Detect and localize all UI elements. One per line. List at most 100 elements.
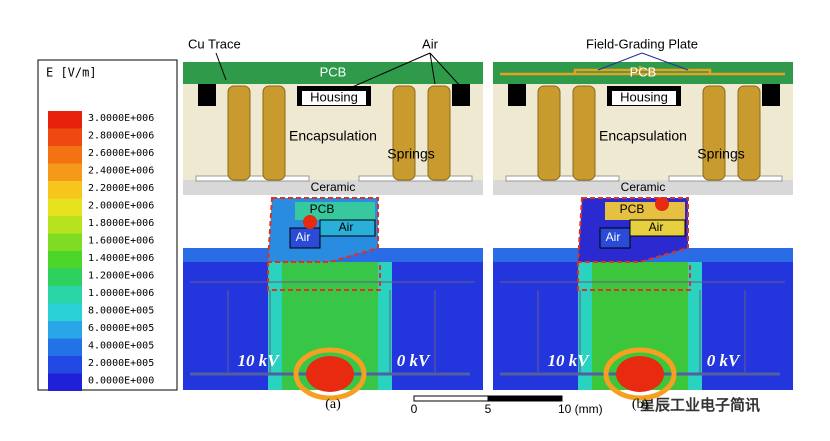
scale-label: 10 (mm): [558, 402, 603, 416]
legend-swatch: [48, 216, 82, 234]
legend-swatch: [48, 373, 82, 391]
inset-pcb-label: PCB: [310, 202, 335, 216]
field-hotspot: [293, 347, 367, 401]
encapsulation-label: Encapsulation: [289, 128, 377, 144]
scale-label: 5: [485, 402, 492, 416]
inset-hotspot: [303, 215, 317, 229]
pcb-label: PCB: [630, 64, 657, 79]
legend-swatch: [48, 111, 82, 129]
inset-air-label: Air: [339, 220, 354, 234]
field-outline: [500, 281, 785, 375]
inset-pcb: [605, 202, 685, 220]
spring: [537, 85, 561, 181]
inset-air-label: Air: [296, 230, 311, 244]
legend-swatch: [48, 163, 82, 181]
voltage-label: 0 kV: [397, 351, 431, 370]
spring: [227, 85, 251, 181]
field-hotspot: [306, 356, 354, 392]
encapsulation-label: Encapsulation: [599, 128, 687, 144]
electrode: [195, 175, 310, 182]
legend-swatch: [48, 338, 82, 356]
inset-hotspot: [655, 197, 669, 211]
inset-air: [599, 227, 631, 249]
spring: [427, 85, 451, 181]
legend-swatch: [48, 251, 82, 269]
legend-label: 6.0000E+005: [88, 323, 154, 334]
legend-label: 1.2000E+006: [88, 271, 154, 282]
spring: [737, 85, 761, 181]
pcb: [183, 62, 483, 84]
legend-label: 2.8000E+006: [88, 131, 154, 142]
legend-swatch: [48, 146, 82, 164]
legend-swatch: [48, 321, 82, 339]
springs-label: Springs: [387, 146, 434, 162]
annotation: Air: [422, 36, 439, 51]
legend-label: 2.4000E+006: [88, 166, 154, 177]
scale-bar: [487, 395, 563, 402]
scale-bar: [413, 395, 489, 402]
spring: [392, 85, 416, 181]
annotation: Field-Grading Plate: [586, 36, 698, 51]
housing-label: Housing: [310, 89, 358, 104]
spring: [262, 85, 286, 181]
electrode: [505, 175, 620, 182]
annotation-arrow: [349, 52, 463, 89]
legend-label: 2.0000E+005: [88, 358, 154, 369]
inset-air-label: Air: [649, 220, 664, 234]
legend-label: 4.0000E+005: [88, 341, 154, 352]
watermark: 星辰工业电子简讯: [640, 396, 760, 414]
annotation-arrow: [597, 52, 689, 71]
annotation-arrow: [215, 52, 227, 81]
field-hotspot: [616, 356, 664, 392]
legend-label: 1.8000E+006: [88, 218, 154, 229]
electrode: [358, 175, 473, 182]
legend-label: 1.4000E+006: [88, 253, 154, 264]
ceramic: [183, 180, 483, 195]
legend-swatch: [48, 233, 82, 251]
legend-label: 2.6000E+006: [88, 148, 154, 159]
legend-label: 0.0000E+000: [88, 376, 154, 387]
inset-air: [289, 227, 321, 249]
legend-label: 8.0000E+005: [88, 306, 154, 317]
legend-swatch: [48, 286, 82, 304]
voltage-label: 0 kV: [707, 351, 741, 370]
legend-label: 2.0000E+006: [88, 201, 154, 212]
legend-label: 1.0000E+006: [88, 288, 154, 299]
inset-air-label: Air: [606, 230, 621, 244]
voltage-label: 10 kV: [237, 351, 280, 370]
spring: [572, 85, 596, 181]
legend-swatch: [48, 268, 82, 286]
ceramic-label: Ceramic: [311, 180, 356, 194]
inset-pcb-label: PCB: [620, 202, 645, 216]
zoom-lines: [577, 262, 691, 291]
field-hotspot: [603, 347, 677, 401]
voltage-label: 10 kV: [547, 351, 590, 370]
spring: [702, 85, 726, 181]
ceramic: [493, 180, 793, 195]
legend-swatch: [48, 181, 82, 199]
legend-label: 1.6000E+006: [88, 236, 154, 247]
housing: [452, 84, 470, 106]
scale-label: 0: [411, 402, 418, 416]
housing: [508, 84, 526, 106]
field-outline: [190, 281, 475, 375]
housing-label-bg: [612, 91, 676, 105]
housing-label-bg: [302, 91, 366, 105]
inset-pcb: [295, 202, 375, 220]
ceramic-label: Ceramic: [621, 180, 666, 194]
annotation: Cu Trace: [188, 36, 241, 51]
legend-swatch: [48, 356, 82, 374]
legend-swatch: [48, 198, 82, 216]
pcb-label: PCB: [320, 64, 347, 79]
panel-caption: (b): [632, 397, 649, 412]
panel-caption: (a): [325, 397, 341, 412]
housing: [762, 84, 780, 106]
legend-label: 3.0000E+006: [88, 113, 154, 124]
legend-swatch: [48, 128, 82, 146]
springs-label: Springs: [697, 146, 744, 162]
legend-label: 2.2000E+006: [88, 183, 154, 194]
legend-swatch: [48, 303, 82, 321]
electrode: [668, 175, 783, 182]
